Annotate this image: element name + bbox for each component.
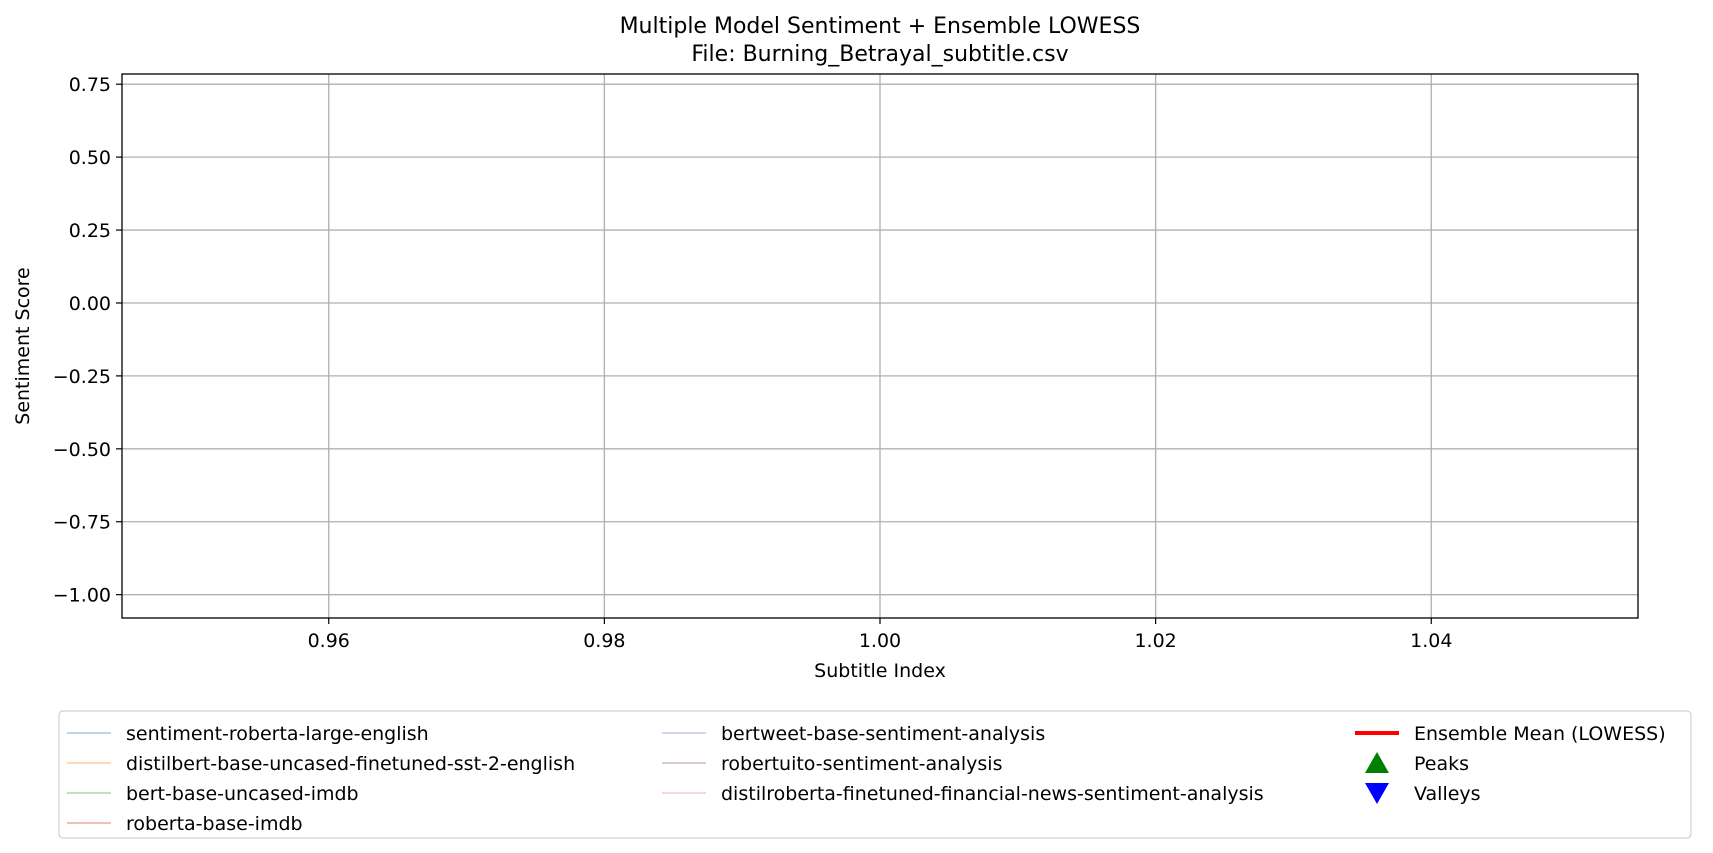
legend-item-series: roberta-base-imdb [67,813,303,835]
legend-label: Ensemble Mean (LOWESS) [1414,723,1666,745]
legend-label: Valleys [1414,783,1481,805]
legend-frame [58,710,1692,839]
legend-item-series: distilroberta-finetuned-financial-news-s… [662,783,1264,805]
chart-title: Multiple Model Sentiment + Ensemble LOWE… [620,14,1141,39]
legend-item-valleys: Valleys [1365,783,1481,805]
legend-label: bertweet-base-sentiment-analysis [721,723,1045,745]
legend-item-series: sentiment-roberta-large-english [67,723,429,745]
y-tick-label: −0.25 [53,366,111,388]
triangle-up-icon [1365,752,1389,773]
triangle-down-icon [1365,783,1389,804]
legend-label: bert-base-uncased-imdb [126,783,359,805]
chart-subtitle: File: Burning_Betrayal_subtitle.csv [691,42,1068,67]
x-axis-label: Subtitle Index [814,660,946,682]
legend-label: distilroberta-finetuned-financial-news-s… [721,783,1264,805]
legend-label: robertuito-sentiment-analysis [721,753,1002,775]
ticks: 0.96 0.98 1.00 1.02 1.04 0.75 0.50 0.25 0.00 −0.2… [53,74,1453,652]
legend-label: Peaks [1414,753,1469,775]
y-tick-label: −0.75 [53,512,111,534]
y-tick-label: −1.00 [53,585,111,607]
legend-label: distilbert-base-uncased-finetuned-sst-2-… [126,753,575,775]
y-tick-label: −0.50 [53,439,111,461]
y-tick-label: 0.25 [69,220,111,242]
y-tick-label: 0.75 [69,74,111,96]
x-tick-label: 1.02 [1134,630,1176,652]
legend-label: roberta-base-imdb [126,813,303,835]
legend-item-series: bertweet-base-sentiment-analysis [662,723,1045,745]
legend-item-ensemble: Ensemble Mean (LOWESS) [1355,723,1666,745]
legend-item-series: bert-base-uncased-imdb [67,783,359,805]
legend-item-series: distilbert-base-uncased-finetuned-sst-2-… [67,753,575,775]
legend: sentiment-roberta-large-english distilber… [58,710,1692,839]
y-tick-label: 0.00 [69,293,111,315]
x-tick-label: 0.98 [583,630,625,652]
x-tick-label: 1.04 [1410,630,1452,652]
y-tick-label: 0.50 [69,147,111,169]
legend-item-series: robertuito-sentiment-analysis [662,753,1002,775]
legend-label: sentiment-roberta-large-english [126,723,429,745]
x-tick-label: 0.96 [308,630,350,652]
grid [122,74,1638,618]
x-tick-label: 1.00 [859,630,901,652]
legend-item-peaks: Peaks [1365,752,1469,775]
y-axis-label: Sentiment Score [12,267,34,424]
